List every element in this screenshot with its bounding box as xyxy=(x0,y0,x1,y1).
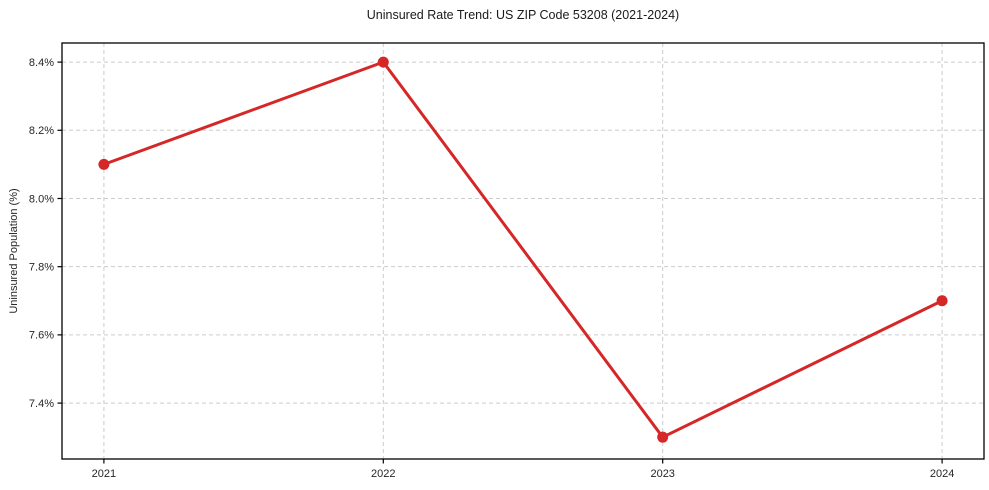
y-tick-label: 7.6% xyxy=(29,330,54,342)
chart-title: Uninsured Rate Trend: US ZIP Code 53208 … xyxy=(366,8,680,22)
data-point-2022 xyxy=(377,56,389,68)
data-point-2021 xyxy=(98,158,110,170)
x-tick-label: 2024 xyxy=(930,468,954,480)
x-tick-label: 2023 xyxy=(650,468,674,480)
y-tick-label: 8.2% xyxy=(29,125,54,137)
plot-border xyxy=(61,42,985,460)
y-tick-label: 8.0% xyxy=(29,193,54,205)
trend-line xyxy=(102,60,944,439)
data-point-2023 xyxy=(657,431,669,443)
x-tick-label: 2021 xyxy=(92,468,116,480)
y-tick-label: 7.8% xyxy=(29,262,54,274)
y-tick-label: 7.4% xyxy=(29,398,54,410)
x-tick-label: 2022 xyxy=(371,468,395,480)
y-tick-label: 8.4% xyxy=(29,57,54,69)
data-point-2024 xyxy=(936,295,948,307)
